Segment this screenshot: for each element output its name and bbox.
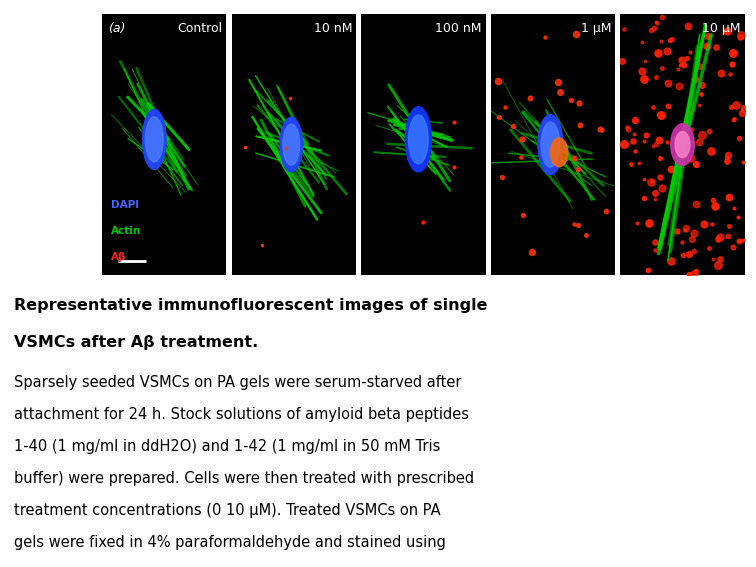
Text: Sparsely seeded VSMCs on PA gels were serum-starved after: Sparsely seeded VSMCs on PA gels were se… — [14, 375, 461, 390]
Text: attachment for 24 h. Stock solutions of amyloid beta peptides: attachment for 24 h. Stock solutions of … — [14, 407, 469, 422]
Ellipse shape — [538, 115, 563, 175]
Text: Actin: Actin — [111, 226, 141, 236]
Text: 100 nM: 100 nM — [435, 22, 482, 35]
Ellipse shape — [142, 109, 166, 170]
Text: 1-40 (1 mg/ml in ddH2O) and 1-42 (1 mg/ml in 50 mM Tris: 1-40 (1 mg/ml in ddH2O) and 1-42 (1 mg/m… — [14, 439, 440, 454]
Text: Representative immunofluorescent images of single: Representative immunofluorescent images … — [14, 298, 487, 312]
Text: gels were fixed in 4% paraformaldehyde and stained using: gels were fixed in 4% paraformaldehyde a… — [14, 535, 445, 550]
Text: 1 μM: 1 μM — [581, 22, 612, 35]
Text: treatment concentrations (0 10 μM). Treated VSMCs on PA: treatment concentrations (0 10 μM). Trea… — [14, 503, 440, 518]
Ellipse shape — [671, 124, 694, 166]
Text: VSMCs after Aβ treatment.: VSMCs after Aβ treatment. — [14, 335, 258, 350]
Text: buffer) were prepared. Cells were then treated with prescribed: buffer) were prepared. Cells were then t… — [14, 471, 474, 486]
Text: 10 μM: 10 μM — [702, 22, 741, 35]
Text: (a): (a) — [108, 22, 125, 35]
Ellipse shape — [541, 122, 559, 167]
Ellipse shape — [283, 124, 299, 165]
Ellipse shape — [675, 132, 690, 158]
Ellipse shape — [408, 115, 428, 164]
Ellipse shape — [145, 117, 163, 162]
Text: Control: Control — [178, 22, 222, 35]
Ellipse shape — [405, 107, 432, 172]
Ellipse shape — [280, 117, 302, 172]
Text: 10 nM: 10 nM — [314, 22, 352, 35]
Ellipse shape — [550, 138, 568, 167]
Text: DAPI: DAPI — [111, 200, 139, 210]
Text: Aβ: Aβ — [111, 252, 126, 262]
